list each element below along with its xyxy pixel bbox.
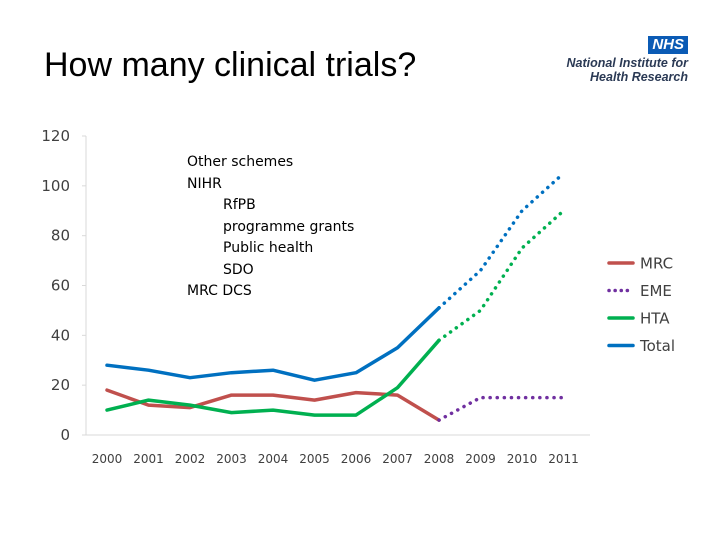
logo-line-2: Health Research <box>590 70 688 84</box>
scheme-subitem: RfPB <box>223 197 256 213</box>
legend-label-hta: HTA <box>640 310 670 328</box>
y-tick-label: 120 <box>41 127 70 145</box>
legend-label-eme: EME <box>640 282 672 300</box>
slide-title: How many clinical trials? <box>44 46 417 84</box>
x-tick-label: 2006 <box>341 452 372 466</box>
legend-label-mrc: MRC <box>640 255 673 273</box>
series-line-mrc <box>105 388 441 422</box>
y-tick-label: 40 <box>51 326 70 344</box>
scheme-list: Other schemes NIHR RfPB programme grants… <box>187 152 354 303</box>
x-tick-label: 2011 <box>548 452 579 466</box>
series-line-eme-projected <box>437 395 566 422</box>
scheme-item: NIHR <box>187 175 222 192</box>
x-tick-label: 2004 <box>258 452 289 466</box>
x-tick-label: 2009 <box>465 452 496 466</box>
y-tick-label: 20 <box>51 376 70 394</box>
series-line-total <box>105 306 441 382</box>
y-tick-label: 60 <box>51 277 70 295</box>
scheme-item: Other schemes <box>187 154 294 170</box>
series-line-hta <box>105 338 441 417</box>
x-tick-label: 2000 <box>92 452 123 466</box>
series-line-hta-projected <box>437 209 566 343</box>
y-tick-label: 0 <box>60 426 70 444</box>
scheme-subitem: SDO <box>223 261 254 278</box>
x-tick-label: 2008 <box>424 452 455 466</box>
y-tick-label: 80 <box>51 227 70 245</box>
scheme-subitem: programme grants <box>223 218 355 235</box>
series-line-total-projected <box>437 171 566 310</box>
x-tick-label: 2001 <box>133 452 164 466</box>
scheme-subitem: Public health <box>223 240 314 256</box>
scheme-item: MRC DCS <box>187 283 252 299</box>
nhs-badge: NHS <box>648 36 688 54</box>
x-tick-label: 2005 <box>299 452 330 466</box>
legend-label-total: Total <box>639 337 675 355</box>
x-tick-label: 2007 <box>382 452 413 466</box>
logo-line-1: National Institute for <box>566 56 688 70</box>
x-tick-label: 2002 <box>175 452 206 466</box>
x-tick-label: 2010 <box>507 452 538 466</box>
nihr-logo: NHS National Institute for Health Resear… <box>548 36 688 86</box>
x-tick-label: 2003 <box>216 452 247 466</box>
y-tick-label: 100 <box>41 177 70 195</box>
